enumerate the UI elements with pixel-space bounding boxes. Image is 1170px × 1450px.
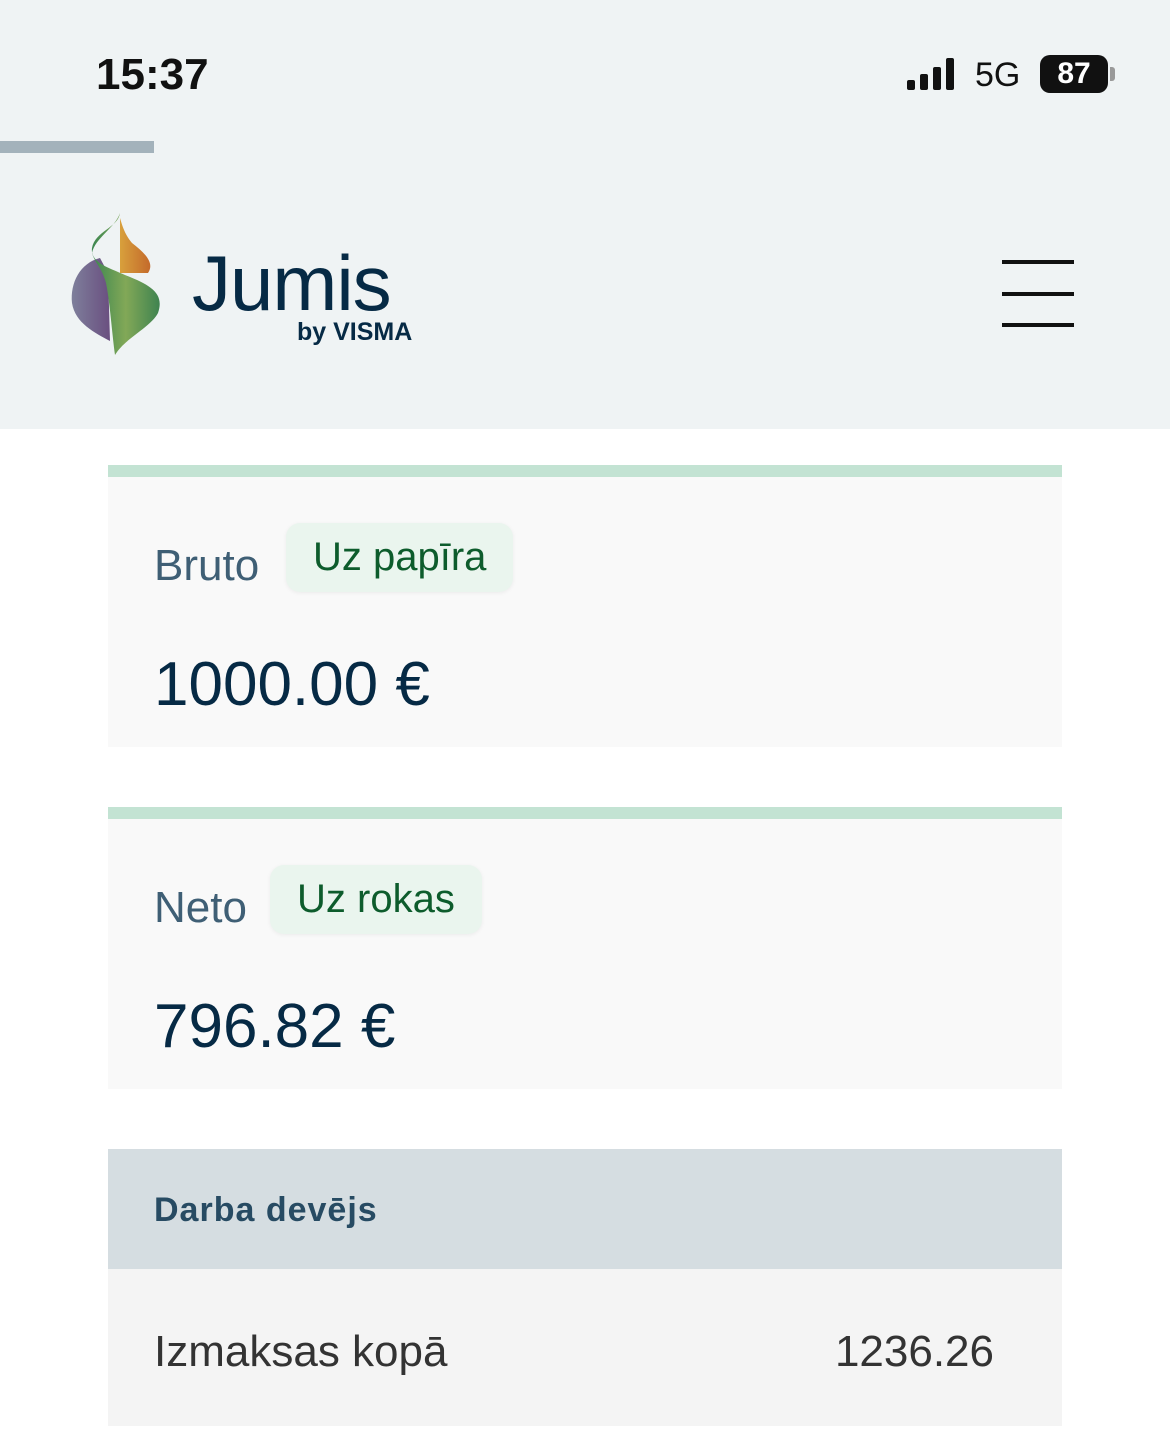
- network-type: 5G: [975, 56, 1021, 94]
- row-label: Izmaksas kopā: [154, 1327, 448, 1376]
- employer-title: Darba devējs: [154, 1191, 378, 1229]
- net-label: Neto: [154, 883, 247, 932]
- net-card: Neto Uz rokas 796.82 €: [108, 807, 1062, 1089]
- page-load-progress: [0, 141, 154, 153]
- net-badge: Uz rokas: [270, 865, 482, 934]
- brand-subtitle: by VISMA: [297, 318, 413, 346]
- gross-card: Bruto Uz papīra 1000.00 €: [108, 465, 1062, 747]
- battery-tip: [1110, 67, 1115, 81]
- gross-amount: 1000.00 €: [154, 650, 430, 719]
- brand-name: Jumis: [192, 239, 392, 327]
- gross-badge: Uz papīra: [286, 523, 514, 592]
- net-amount: 796.82 €: [154, 992, 396, 1061]
- gross-label: Bruto: [154, 541, 260, 590]
- status-time: 15:37: [96, 50, 209, 99]
- battery-icon: 87: [1040, 55, 1108, 93]
- status-bar: 15:37 5G 87: [0, 0, 1170, 140]
- row-value: 1236.26: [834, 1327, 994, 1376]
- signal-icon: [907, 58, 954, 90]
- table-row: Izmaksas kopā 1236.26: [108, 1269, 1062, 1429]
- hamburger-menu-icon[interactable]: [1002, 260, 1074, 328]
- employer-section-header: Darba devējs: [108, 1149, 1062, 1269]
- app-header: [0, 140, 1170, 429]
- jumis-logo-icon[interactable]: [70, 213, 165, 358]
